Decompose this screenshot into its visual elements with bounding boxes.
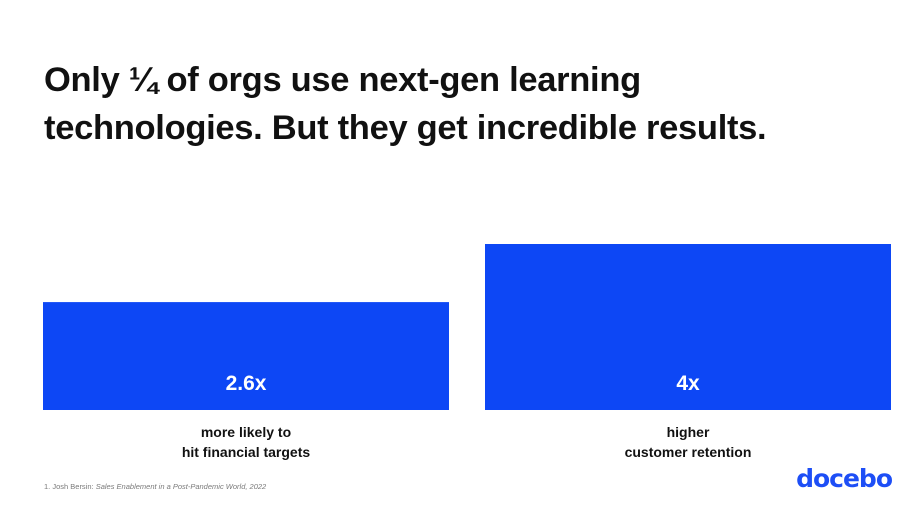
bar-category-label-2-line-1: higher (666, 424, 710, 440)
bar-2 (485, 244, 891, 410)
page-title: Only ¼ of orgs use next-gen learning tec… (44, 56, 884, 152)
docebo-logo: docebo (796, 464, 893, 493)
bar-category-label-1: more likely to hit financial targets (46, 422, 446, 462)
bar-value-label-2: 4x (676, 372, 700, 395)
bar-category-label-1-line-2: hit financial targets (181, 444, 311, 460)
bar-value-label-1: 2.6x (226, 372, 267, 395)
bar-category-label-1-line-1: more likely to (200, 424, 292, 440)
source-footnote: 1. Josh Bersin: Sales Enablement in a Po… (44, 482, 284, 492)
bar-1 (43, 302, 449, 410)
bar-category-label-2-line-2: customer retention (624, 444, 752, 460)
footnote-prefix: 1. Josh Bersin: (44, 482, 96, 491)
title-line-2: technologies. But they get incredible re… (44, 109, 767, 147)
bar-category-label-2: higher customer retention (488, 422, 888, 462)
title-line-1: Only ¼ of orgs use next-gen learning (44, 61, 641, 99)
footnote-source: Sales Enablement in a Post-Pandemic Worl… (95, 482, 267, 491)
